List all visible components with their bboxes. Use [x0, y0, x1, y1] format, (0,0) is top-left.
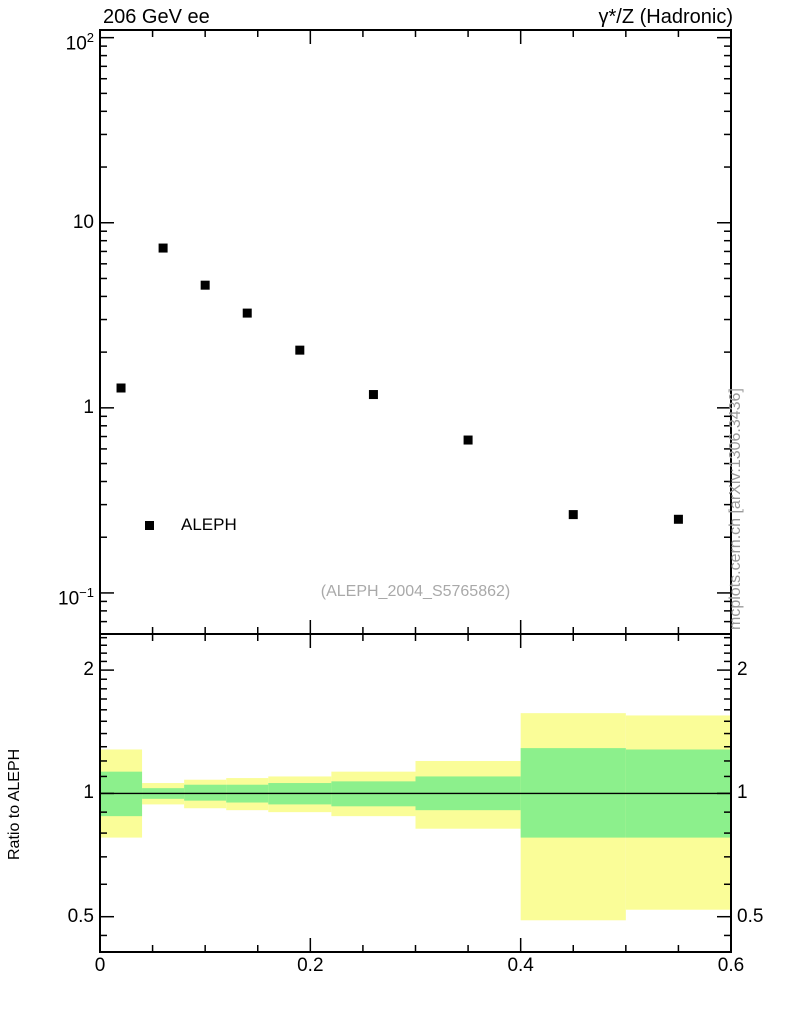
data-point-marker	[368, 390, 378, 400]
ratio-y-tick-label-right: 2	[737, 659, 748, 681]
legend-series-label: ALEPH	[181, 515, 237, 534]
data-point-marker	[295, 345, 305, 355]
uncertainty-band-inner	[184, 784, 227, 801]
main-y-tick-label: 10−1	[58, 584, 94, 610]
analysis-watermark: (ALEPH_2004_S5765862)	[320, 583, 511, 600]
main-y-tick-label: 102	[65, 29, 94, 54]
plot-title-right: γ*/Z (Hadronic)	[598, 6, 733, 28]
legend-marker-square-icon	[145, 520, 154, 530]
main-y-tick-label: 1	[83, 396, 94, 418]
main-y-tick-label: 10	[72, 211, 94, 233]
data-point-marker	[568, 510, 578, 520]
legend: ALEPH	[145, 515, 237, 535]
main-panel-frame	[99, 29, 732, 635]
ratio-axis-label: Ratio to ALEPH	[6, 748, 23, 860]
data-point-marker	[158, 243, 168, 253]
x-tick-label: 0.6	[717, 955, 745, 976]
x-tick-label: 0.2	[297, 955, 324, 976]
x-tick-label: 0.4	[507, 955, 534, 976]
data-point-marker	[200, 280, 210, 290]
mcplots-reference-text: mcplots.cern.ch [arXiv:1306.3436]	[727, 388, 744, 630]
ratio-y-tick-label-left: 1	[83, 782, 94, 804]
x-tick-label: 0	[94, 955, 106, 976]
data-point-marker	[463, 435, 473, 445]
data-point-marker	[242, 308, 252, 318]
ratio-y-tick-label-right: 0.5	[737, 905, 764, 927]
ratio-y-tick-label-left: 0.5	[67, 905, 94, 927]
ratio-y-tick-label-left: 2	[83, 659, 94, 681]
plot-title-left: 206 GeV ee	[103, 6, 210, 28]
ratio-y-tick-label-right: 1	[737, 782, 748, 804]
data-point-marker	[116, 383, 126, 393]
data-point-marker	[673, 514, 683, 524]
